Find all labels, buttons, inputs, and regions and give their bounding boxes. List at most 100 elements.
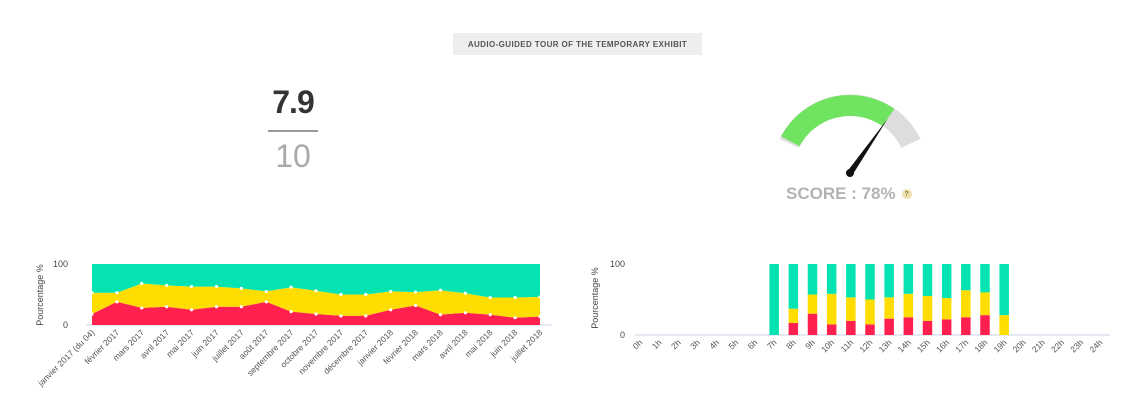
bar-segment bbox=[961, 290, 971, 318]
data-point bbox=[314, 312, 318, 316]
bar-segment bbox=[826, 264, 837, 294]
data-point bbox=[488, 313, 492, 317]
data-point bbox=[264, 289, 268, 294]
bar-segment bbox=[903, 264, 914, 294]
data-point bbox=[214, 284, 219, 289]
bar-segment bbox=[980, 264, 990, 293]
x-tick-label: 1h bbox=[650, 337, 664, 351]
data-point bbox=[115, 291, 119, 295]
bar-segment bbox=[980, 292, 990, 316]
bar-segment bbox=[788, 264, 799, 309]
bar-segment bbox=[922, 295, 933, 321]
x-tick-label: 6h bbox=[746, 337, 760, 351]
x-tick-label: 18h bbox=[972, 337, 989, 354]
data-point bbox=[413, 290, 418, 294]
y-tick-label: 100 bbox=[610, 259, 625, 269]
data-point bbox=[339, 314, 343, 318]
area-series bbox=[92, 301, 540, 325]
y-axis-label: Pourcentage % bbox=[590, 267, 600, 329]
bar-segment bbox=[826, 293, 837, 325]
bar-segment bbox=[941, 298, 952, 320]
x-tick-label: 12h bbox=[857, 337, 874, 354]
x-tick-label: 16h bbox=[934, 337, 951, 354]
x-tick-label: 2h bbox=[669, 337, 683, 351]
x-tick-label: 14h bbox=[896, 337, 913, 354]
rating-value: 7.9 bbox=[272, 84, 314, 120]
x-tick-label: 4h bbox=[707, 337, 721, 351]
data-point bbox=[438, 313, 443, 317]
x-tick-label: 24h bbox=[1087, 337, 1104, 354]
y-tick-label: 0 bbox=[63, 320, 68, 330]
data-point bbox=[264, 300, 268, 304]
x-tick-label: 10h bbox=[819, 337, 836, 354]
data-point bbox=[463, 291, 467, 295]
bar-segment bbox=[846, 264, 856, 298]
y-tick-label: 0 bbox=[620, 330, 625, 340]
bar-segment bbox=[826, 324, 837, 335]
bar-segment bbox=[865, 264, 875, 300]
x-tick-label: 3h bbox=[688, 337, 702, 351]
data-point bbox=[214, 305, 219, 309]
x-tick-label: 9h bbox=[803, 337, 817, 351]
data-point bbox=[189, 284, 194, 289]
bar-segment bbox=[865, 324, 875, 335]
help-icon[interactable]: ? bbox=[901, 189, 912, 199]
data-point bbox=[438, 288, 443, 292]
data-point bbox=[90, 312, 94, 316]
rating-max: 10 bbox=[275, 138, 311, 174]
rating-display: 7.9 10 bbox=[255, 82, 331, 174]
x-tick-label: 20h bbox=[1011, 337, 1028, 354]
bar-segment bbox=[884, 297, 894, 319]
x-tick-label: 8h bbox=[784, 337, 798, 351]
bar-segment bbox=[961, 264, 971, 291]
x-tick-label: 7h bbox=[765, 337, 779, 351]
x-tick-label: 19h bbox=[991, 337, 1008, 354]
gauge-hub bbox=[846, 169, 854, 177]
data-point bbox=[115, 300, 119, 304]
x-tick-label: 0h bbox=[631, 337, 645, 351]
bar-segment bbox=[846, 320, 856, 335]
data-point bbox=[339, 292, 343, 297]
data-point bbox=[513, 316, 517, 320]
data-point bbox=[314, 289, 318, 293]
bar-segment bbox=[903, 317, 914, 335]
x-tick-label: 21h bbox=[1030, 337, 1047, 354]
data-point bbox=[364, 292, 368, 297]
data-point bbox=[538, 295, 542, 299]
y-tick-label: 100 bbox=[53, 259, 68, 269]
data-point bbox=[389, 289, 393, 294]
bar-segment bbox=[884, 264, 894, 298]
data-point bbox=[364, 314, 368, 318]
bar-segment bbox=[961, 317, 971, 335]
area-series bbox=[92, 283, 540, 318]
data-point bbox=[463, 311, 467, 315]
area-series bbox=[92, 264, 540, 298]
data-point bbox=[389, 308, 393, 312]
bar-segment bbox=[788, 322, 799, 335]
bar-segment bbox=[999, 264, 1009, 316]
score-label: SCORE : 78% bbox=[786, 184, 896, 203]
data-point bbox=[289, 309, 293, 314]
data-point bbox=[488, 295, 492, 300]
x-tick-label: 5h bbox=[726, 337, 740, 351]
x-tick-label: 15h bbox=[915, 337, 932, 354]
bar-segment bbox=[884, 318, 894, 335]
bar-segment bbox=[941, 319, 952, 335]
data-point bbox=[239, 286, 243, 290]
bar-segment bbox=[807, 313, 818, 335]
rating-divider bbox=[268, 130, 318, 132]
data-point bbox=[239, 305, 243, 309]
data-point bbox=[538, 314, 542, 319]
x-tick-label: 17h bbox=[953, 337, 970, 354]
bar-segment bbox=[941, 264, 952, 299]
data-point bbox=[165, 283, 169, 287]
y-axis-label: Pourcentage % bbox=[35, 264, 45, 326]
x-tick-label: 23h bbox=[1068, 337, 1085, 354]
bar-segment bbox=[788, 308, 799, 323]
score-gauge bbox=[779, 94, 921, 177]
gauge-fill bbox=[781, 95, 895, 147]
data-point bbox=[165, 305, 169, 309]
bar-segment bbox=[980, 315, 990, 335]
hourly-bar-chart: 0 100 Pourcentage % 0h 1h 2h 3h 4h 5h 6h 7h 8h 9h 10h… bbox=[590, 259, 1110, 354]
